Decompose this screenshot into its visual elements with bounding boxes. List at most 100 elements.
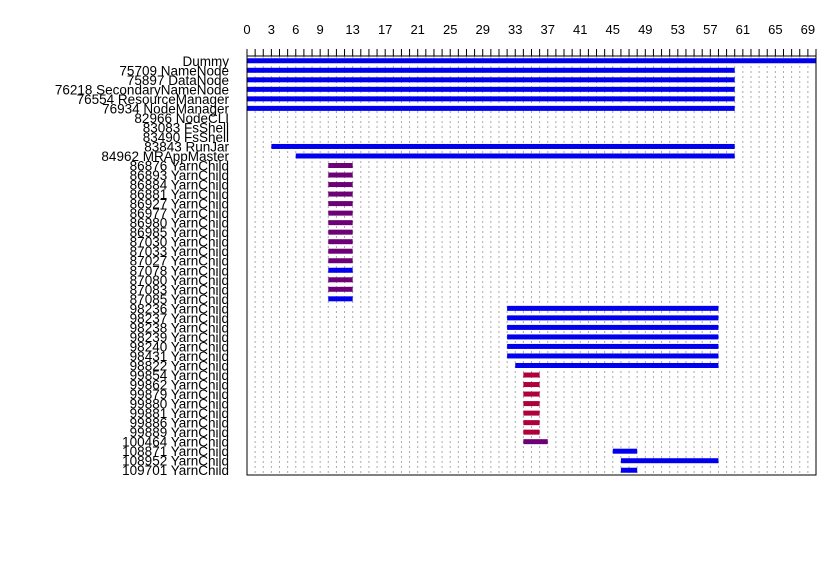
gantt-bar xyxy=(247,86,735,92)
gantt-bar xyxy=(523,382,540,388)
x-tick-label: 13 xyxy=(345,22,359,37)
row-label: 109701 YarnChild xyxy=(122,463,229,478)
row-label: 86893 YarnChild xyxy=(130,168,229,183)
row-label: 99889 YarnChild xyxy=(130,425,229,440)
gantt-bar xyxy=(507,343,719,349)
gantt-bar xyxy=(507,353,719,359)
x-tick-label: 69 xyxy=(801,22,815,37)
row-label: 87027 YarnChild xyxy=(130,254,229,269)
gantt-bar xyxy=(328,172,353,178)
x-tick-label: 3 xyxy=(268,22,275,37)
row-label: 98431 YarnChild xyxy=(130,349,229,364)
x-tick-label: 41 xyxy=(573,22,587,37)
x-tick-label: 57 xyxy=(703,22,717,37)
gantt-bar xyxy=(523,410,540,416)
gantt-bar xyxy=(247,58,816,64)
row-label: 99881 YarnChild xyxy=(130,406,229,421)
gantt-bar xyxy=(507,305,719,311)
x-tick-label: 25 xyxy=(443,22,457,37)
gantt-bar xyxy=(247,105,735,111)
x-tick-label: 53 xyxy=(671,22,685,37)
row-label: 75709 NameNode xyxy=(119,63,229,78)
row-label: 76554 ResourceManager xyxy=(77,92,230,107)
gantt-bar xyxy=(328,220,353,226)
gantt-bar xyxy=(328,191,353,197)
row-label: 99862 YarnChild xyxy=(130,378,229,393)
gantt-bar xyxy=(523,391,540,397)
gantt-bar xyxy=(328,248,353,254)
row-label: 108871 YarnChild xyxy=(122,444,229,459)
x-axis-tick-labels: 0 3 6 9 13 17 21 25 29 33 37 41 45 49 53 57 61 65 69 xyxy=(243,22,815,37)
x-tick-label: 61 xyxy=(736,22,750,37)
x-tick-label: 17 xyxy=(378,22,392,37)
row-label: 87030 YarnChild xyxy=(130,235,229,250)
row-label: 86927 YarnChild xyxy=(130,197,229,212)
x-tick-label: 0 xyxy=(243,22,250,37)
gantt-bar xyxy=(247,96,735,102)
x-tick-label: 9 xyxy=(317,22,324,37)
gantt-bar xyxy=(523,401,540,407)
x-tick-label: 65 xyxy=(768,22,782,37)
gantt-bar xyxy=(328,210,353,216)
row-label: 99886 YarnChild xyxy=(130,416,229,431)
row-label: 99854 YarnChild xyxy=(130,368,229,383)
gantt-bar xyxy=(507,324,719,330)
row-label: 75897 DataNode xyxy=(127,73,229,88)
row-label: 99879 YarnChild xyxy=(130,387,229,402)
row-label: 98237 YarnChild xyxy=(130,311,229,326)
gantt-bar xyxy=(247,77,735,83)
row-label: 98239 YarnChild xyxy=(130,330,229,345)
gantt-bar xyxy=(328,163,353,169)
gantt-bar xyxy=(523,439,548,445)
row-label: 98236 YarnChild xyxy=(130,301,229,316)
gantt-bar xyxy=(523,429,540,435)
gantt-bar xyxy=(328,201,353,207)
row-label: 87083 YarnChild xyxy=(130,282,229,297)
row-label: 87033 YarnChild xyxy=(130,244,229,259)
gantt-bar xyxy=(328,239,353,245)
row-label: Dummy xyxy=(183,54,230,69)
gantt-bar xyxy=(295,153,735,159)
row-label: 100464 YarnChild xyxy=(122,435,229,450)
gantt-bar xyxy=(328,286,353,292)
x-tick-label: 6 xyxy=(292,22,299,37)
row-label: 87080 YarnChild xyxy=(130,273,229,288)
x-tick-label: 49 xyxy=(638,22,652,37)
gantt-bar xyxy=(515,362,719,368)
row-label: 98240 YarnChild xyxy=(130,339,229,354)
row-label: 99880 YarnChild xyxy=(130,397,229,412)
row-label: 87078 YarnChild xyxy=(130,263,229,278)
gantt-bar xyxy=(523,420,540,426)
row-label: 76218 SecondaryNameNode xyxy=(55,82,229,97)
x-tick-label: 21 xyxy=(410,22,424,37)
gantt-bar xyxy=(620,467,638,473)
gantt-bar xyxy=(612,448,638,454)
gantt-bar xyxy=(620,458,719,464)
row-label: 98238 YarnChild xyxy=(130,320,229,335)
row-label: 87085 YarnChild xyxy=(130,292,229,307)
gantt-bar xyxy=(247,67,735,73)
row-label: 86985 YarnChild xyxy=(130,225,229,240)
row-label: 86980 YarnChild xyxy=(130,216,229,231)
gantt-bar xyxy=(328,277,353,283)
gantt-bar xyxy=(523,372,540,378)
gantt-bar xyxy=(328,229,353,235)
x-tick-label: 37 xyxy=(541,22,555,37)
gantt-bar xyxy=(328,258,353,264)
row-label: 108952 YarnChild xyxy=(122,454,229,469)
row-label: 83490 FsShell xyxy=(143,130,229,145)
gantt-bar xyxy=(507,334,719,340)
gantt-bar xyxy=(507,315,719,321)
gantt-bar xyxy=(328,296,353,302)
row-label: 76934 NodeManager xyxy=(102,101,229,116)
row-label: 86884 YarnChild xyxy=(130,178,229,193)
row-label: 86977 YarnChild xyxy=(130,206,229,221)
gantt-bar xyxy=(328,267,353,273)
gantt-bar xyxy=(271,143,735,149)
x-tick-label: 33 xyxy=(508,22,522,37)
row-label: 86876 YarnChild xyxy=(130,159,229,174)
bars xyxy=(247,58,816,473)
x-tick-label: 45 xyxy=(606,22,620,37)
